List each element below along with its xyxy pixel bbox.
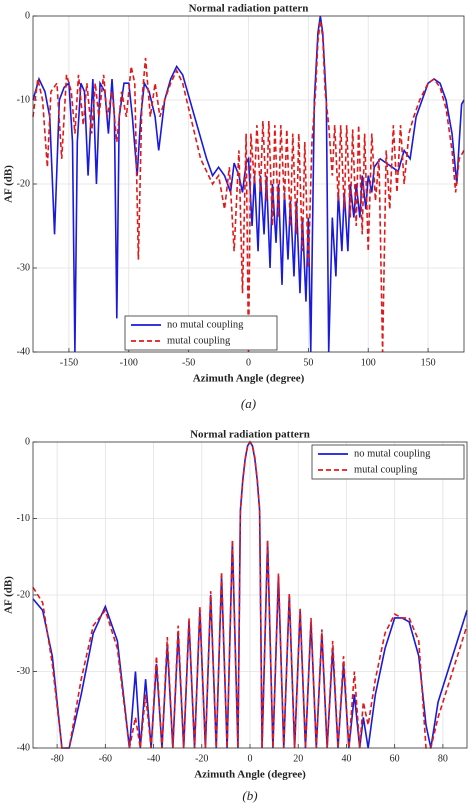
x-tick-label: 100 [361,357,376,368]
chart-panel: -40 -30 -20 -10 0 -80 -60 -40 -20 0 20 40 60 80 Normal… [3,429,468,803]
y-tick-label: -10 [17,513,30,524]
x-tick-label: 0 [246,357,251,368]
x-axis-label: Azimuth Angle (degree) [194,769,306,781]
x-tick-label: 0 [248,753,253,764]
y-tick-label: 0 [25,436,30,447]
y-tick-label: -30 [17,262,30,273]
series-line [32,15,465,353]
x-axis-label: Azimuth Angle (degree) [193,373,305,385]
y-tick-label: -20 [17,589,30,600]
chart-title: Normal radiation pattern [190,429,310,441]
legend: no mutal coupling mutal coupling [124,315,278,351]
y-tick-label: -10 [17,94,30,105]
chart-panel: -40-30-20-100-150 -100 -50 0 50 100 150Normal … [3,3,465,411]
y-axis-label: AF (dB) [3,576,15,614]
y-tick-label: -40 [17,742,30,753]
x-tick-label: 80 [438,753,448,764]
x-tick-label: -40 [147,753,160,764]
x-tick-label: -100 [120,357,138,368]
x-tick-label: 20 [293,753,303,764]
x-tick-label: -20 [195,753,208,764]
x-tick-label: -50 [182,357,195,368]
x-tick-label: 40 [341,753,351,764]
legend-label: no mutal coupling [354,448,431,459]
x-tick-label: 50 [303,357,313,368]
plot-frame [32,15,465,353]
y-tick-label: -40 [17,346,30,357]
y-tick-label: -20 [17,178,30,189]
legend-label: mutal coupling [167,335,231,346]
legend-box [124,315,278,351]
legend-box [311,444,465,480]
series-line [32,440,468,749]
series-line [32,20,465,353]
series-line [32,440,468,749]
legend-label: mutal coupling [354,464,418,475]
y-tick-label: -30 [17,666,30,677]
x-tick-label: -80 [50,753,63,764]
x-tick-label: 150 [421,357,436,368]
y-tick-label: 0 [25,10,30,21]
plot-frame [32,441,468,749]
y-axis-label: AF (dB) [3,165,15,203]
legend-label: no mutal coupling [167,319,244,330]
caption: (a) [241,396,256,411]
x-tick-label: 60 [390,753,400,764]
legend: no mutal coupling mutal coupling [311,444,465,480]
x-tick-label: -60 [99,753,112,764]
chart-title: Normal radiation pattern [189,3,309,15]
x-tick-label: -150 [60,357,78,368]
caption: (b) [242,788,257,803]
